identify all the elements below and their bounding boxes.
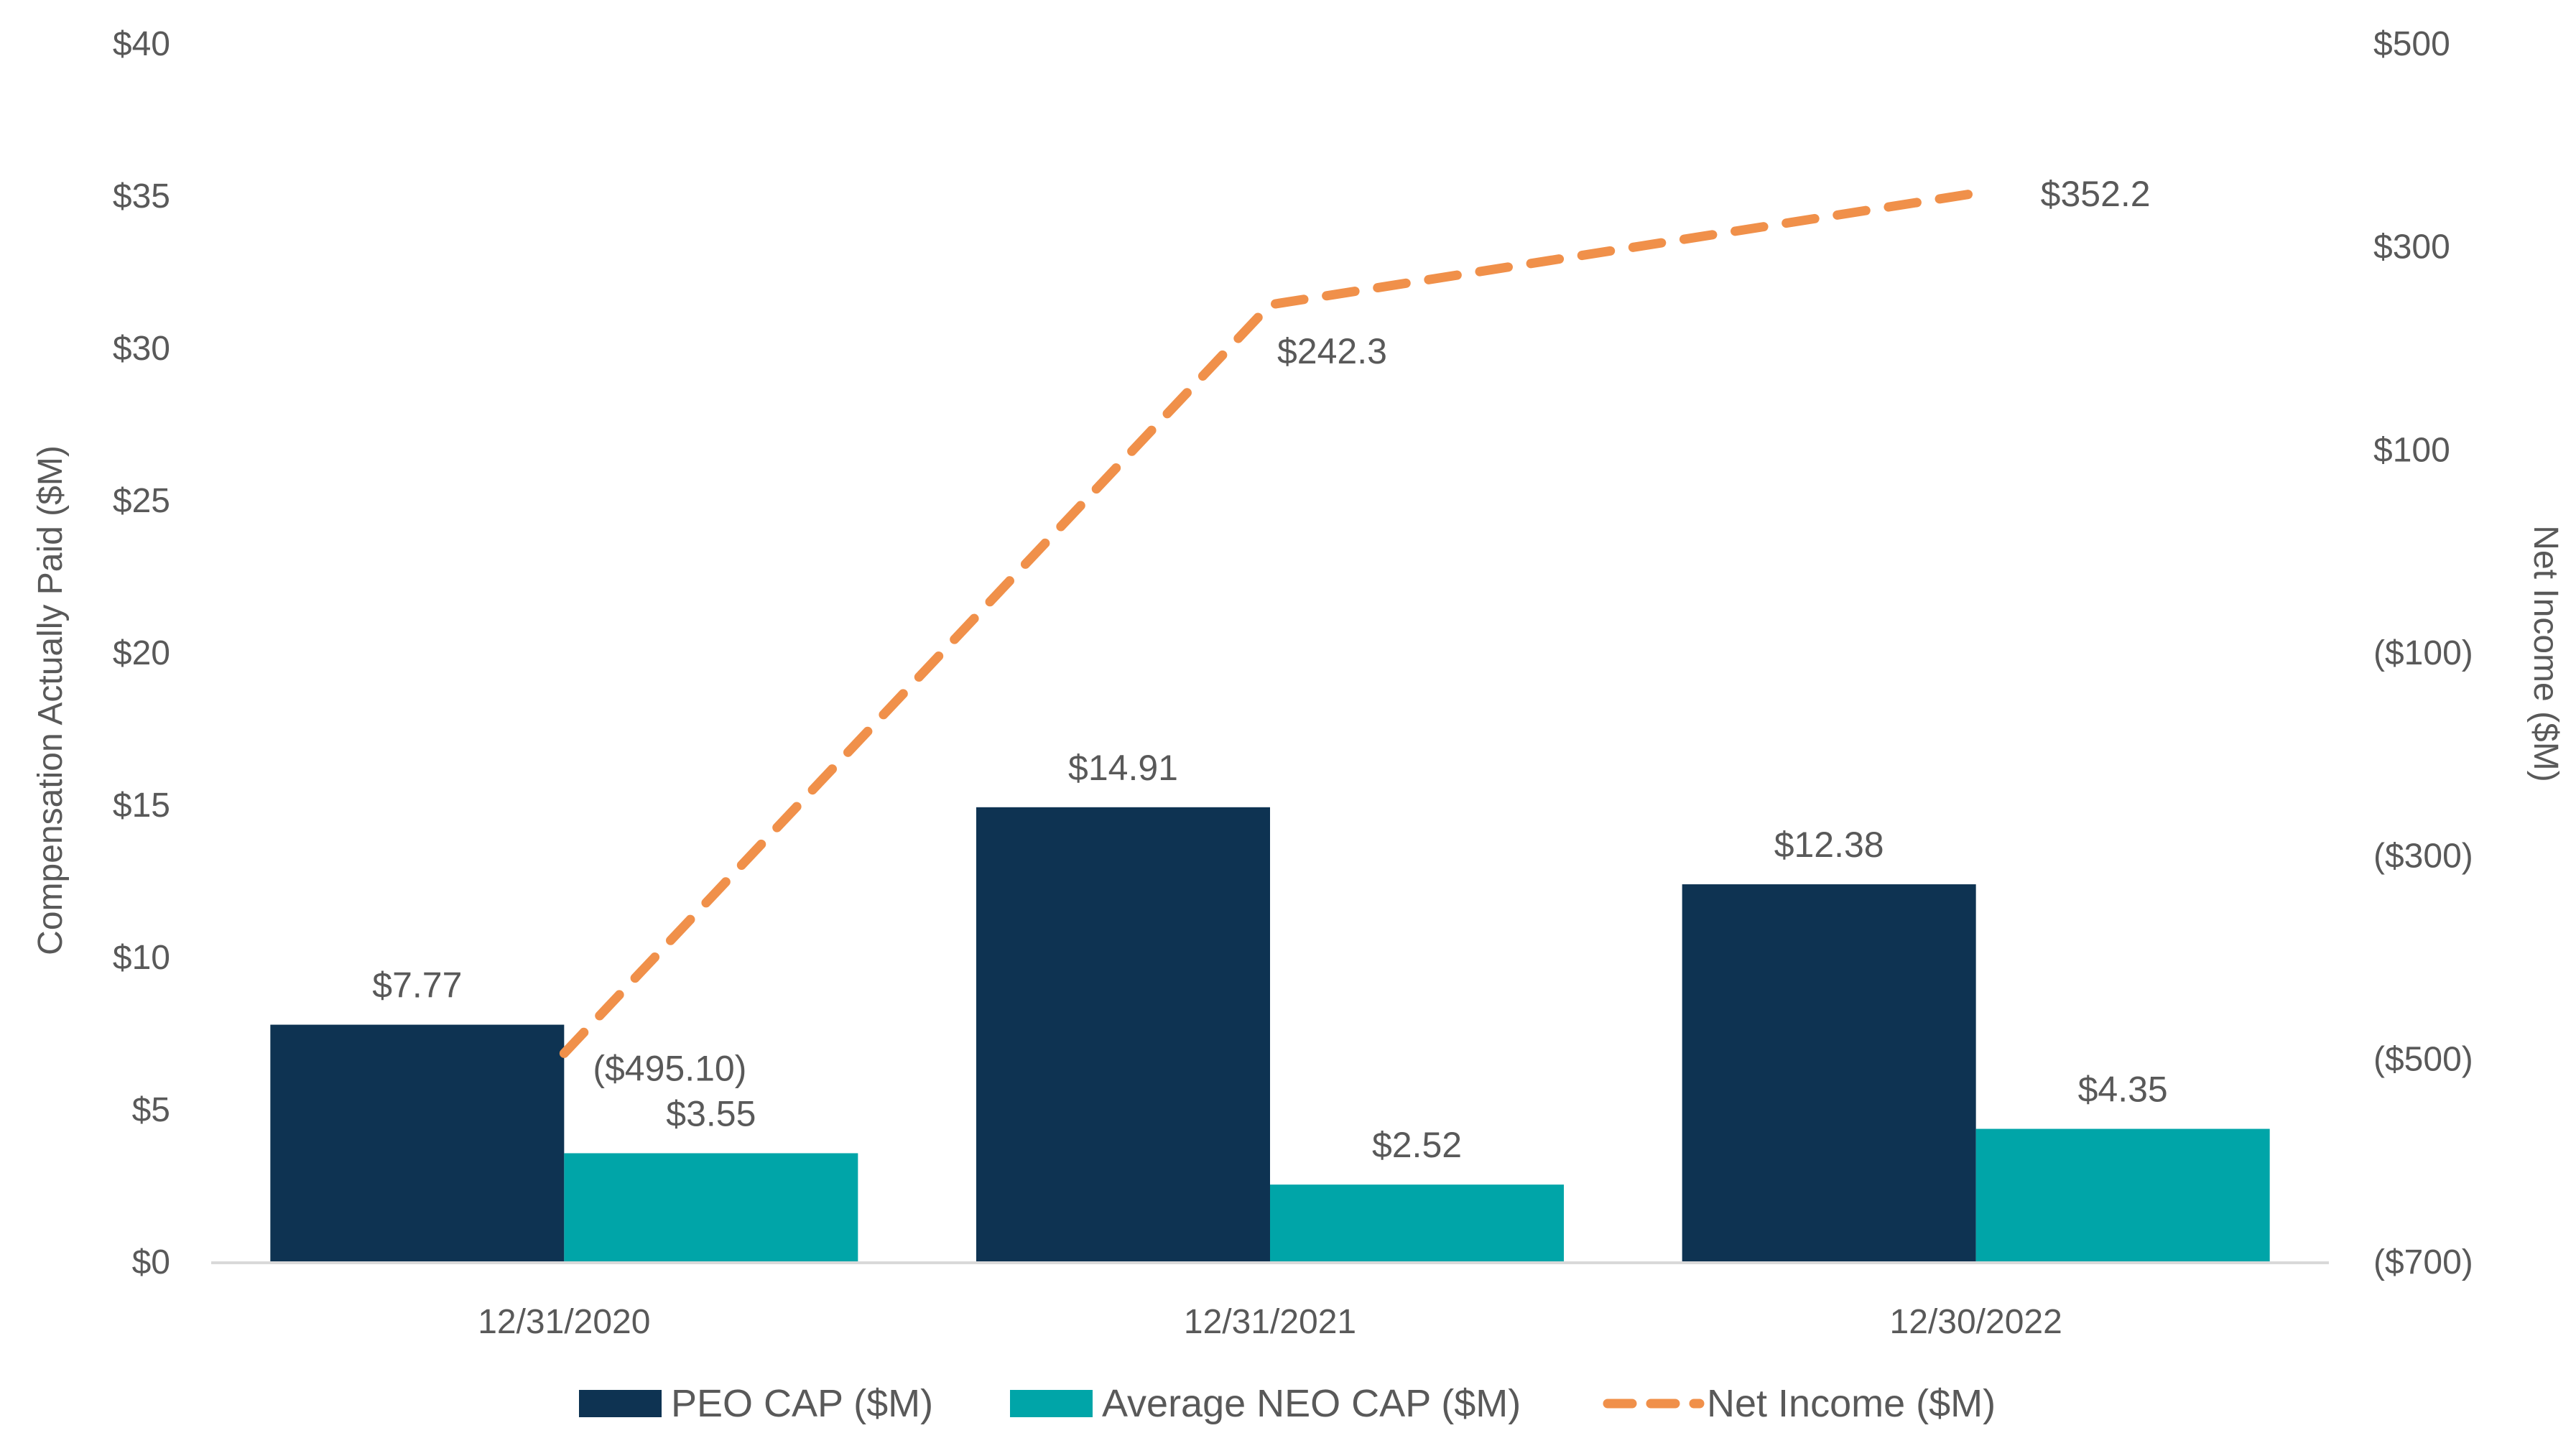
y2-tick-label: ($700) xyxy=(2373,1243,2473,1281)
line-data-label: $352.2 xyxy=(2041,174,2151,214)
legend: PEO CAP ($M) Average NEO CAP ($M) Net In… xyxy=(579,1382,1996,1425)
y-tick-label: $5 xyxy=(132,1091,170,1129)
legend-label-neo: Average NEO CAP ($M) xyxy=(1102,1382,1521,1425)
y-tick-label: $20 xyxy=(113,634,170,672)
y2-tick-label: ($300) xyxy=(2373,838,2473,876)
y2-tick-label: $100 xyxy=(2373,431,2450,469)
y2-tick-label: $500 xyxy=(2373,25,2450,63)
legend-swatch-neo xyxy=(1010,1390,1093,1417)
net-income-line xyxy=(559,188,1981,1058)
y2-tick-label: $300 xyxy=(2373,228,2450,266)
y-tick-label: $40 xyxy=(113,25,170,63)
line-data-label: ($495.10) xyxy=(593,1048,746,1088)
y-tick-label: $15 xyxy=(113,787,170,825)
bar-data-label: $4.35 xyxy=(2078,1070,2168,1110)
bar-data-label: $12.38 xyxy=(1774,825,1884,865)
x-tick-label: 12/31/2020 xyxy=(478,1303,650,1341)
legend-label-net-income: Net Income ($M) xyxy=(1707,1382,1996,1425)
y2-tick-label: ($500) xyxy=(2373,1040,2473,1078)
x-tick-label: 12/30/2022 xyxy=(1890,1303,2062,1341)
bar-data-label: $7.77 xyxy=(372,965,462,1006)
y2-axis-label: Net Income ($M) xyxy=(2526,525,2565,782)
y-axis-label: Compensation Actually Paid ($M) xyxy=(32,445,70,955)
bar-neo-cap xyxy=(1270,1184,1564,1261)
legend-swatch-peo xyxy=(579,1390,662,1417)
bar-data-label: $14.91 xyxy=(1068,748,1178,788)
y-tick-label: $10 xyxy=(113,939,170,977)
bar-peo-cap xyxy=(976,807,1270,1261)
y2-tick-label: ($100) xyxy=(2373,634,2473,672)
bar-data-label: $3.55 xyxy=(666,1093,756,1133)
line-data-label: $242.3 xyxy=(1277,331,1387,371)
y-tick-label: $0 xyxy=(132,1243,170,1281)
legend-label-peo: PEO CAP ($M) xyxy=(671,1382,933,1425)
bar-neo-cap xyxy=(1975,1128,2270,1261)
bar-peo-cap xyxy=(270,1024,565,1261)
bar-peo-cap xyxy=(1682,884,1976,1261)
y-tick-label: $25 xyxy=(113,482,170,520)
y-tick-label: $35 xyxy=(113,177,170,215)
bar-data-label: $2.52 xyxy=(1372,1125,1462,1165)
y-tick-label: $30 xyxy=(113,330,170,368)
bar-neo-cap xyxy=(564,1153,858,1261)
x-tick-label: 12/31/2021 xyxy=(1184,1303,1356,1341)
